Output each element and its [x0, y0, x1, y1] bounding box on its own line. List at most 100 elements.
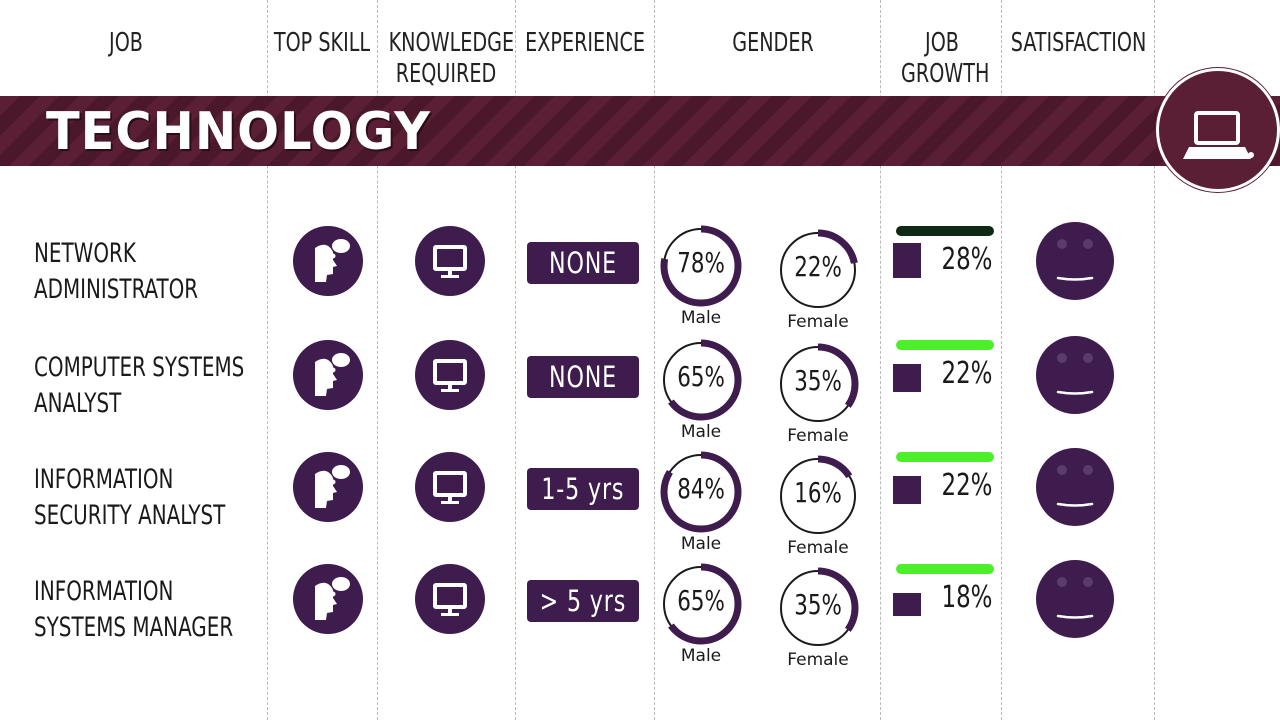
- knowledge-badge: [415, 226, 485, 296]
- male-share-value: 84%: [677, 472, 725, 505]
- job-name-line1: INFORMATION: [34, 464, 174, 495]
- top-skill-badge: [293, 564, 363, 634]
- experience-badge: > 5 yrs: [527, 580, 639, 622]
- job-name-line2: ADMINISTRATOR: [34, 274, 199, 305]
- growth-indicator-bar: [896, 226, 994, 236]
- male-share-value: 65%: [677, 584, 725, 617]
- male-share-value: 78%: [677, 246, 725, 279]
- growth-level-bar: [893, 243, 921, 278]
- experience-badge: NONE: [527, 242, 639, 284]
- male-share-ring-arc: [660, 339, 742, 421]
- experience-value: NONE: [548, 360, 618, 394]
- knowledge-badge: [415, 340, 485, 410]
- experience-badge: 1-5 yrs: [527, 468, 639, 510]
- male-label: Male: [680, 534, 722, 554]
- neutral-face-icon: [1056, 239, 1094, 281]
- female-share-ring: [777, 567, 859, 649]
- computer-monitor-icon: [433, 245, 467, 278]
- growth-level-bar: [893, 364, 921, 392]
- female-label: Female: [787, 650, 849, 670]
- computer-monitor-icon: [433, 471, 467, 504]
- header-growth-line2: GROWTH: [901, 59, 990, 89]
- male-label: Male: [680, 308, 722, 328]
- male-share-ring: [660, 451, 742, 533]
- male-share-ring: [660, 563, 742, 645]
- growth-value: 22%: [941, 468, 993, 503]
- male-label: Male: [680, 422, 722, 442]
- female-label: Female: [787, 426, 849, 446]
- column-divider: [880, 0, 881, 720]
- category-icon-badge: [1156, 68, 1280, 192]
- column-divider: [654, 0, 655, 720]
- male-share-ring-arc: [660, 563, 742, 645]
- computer-monitor-icon: [433, 583, 467, 616]
- thinking-head-icon: [315, 353, 350, 396]
- column-divider: [515, 0, 516, 720]
- growth-indicator-bar: [896, 564, 994, 574]
- thinking-head-icon: [315, 465, 350, 508]
- header-growth-line1: JOB: [925, 28, 959, 58]
- category-title: TECHNOLOGY: [46, 102, 431, 162]
- top-skill-badge: [293, 340, 363, 410]
- top-skill-badge: [293, 452, 363, 522]
- satisfaction-badge: [1036, 222, 1114, 300]
- female-share-value: 35%: [794, 588, 842, 621]
- female-share-value: 35%: [794, 364, 842, 397]
- header-job: JOB: [109, 28, 143, 58]
- female-share-ring: [777, 229, 859, 311]
- experience-badge: NONE: [527, 356, 639, 398]
- male-share-value: 65%: [677, 360, 725, 393]
- column-divider: [377, 0, 378, 720]
- top-skill-badge: [293, 226, 363, 296]
- growth-level-bar: [893, 593, 921, 616]
- job-name-line2: ANALYST: [34, 388, 122, 419]
- laptop-icon: [1183, 111, 1254, 159]
- header-satisfaction: SATISFACTION: [1010, 28, 1147, 58]
- female-share-value: 22%: [794, 250, 842, 283]
- category-banner: [0, 96, 1280, 166]
- header-knowledge-line2: REQUIRED: [395, 59, 497, 89]
- female-label: Female: [787, 538, 849, 558]
- neutral-face-icon: [1056, 577, 1094, 619]
- column-divider: [267, 0, 268, 720]
- thinking-head-icon: [315, 577, 350, 620]
- job-name-line1: COMPUTER SYSTEMS: [34, 352, 245, 383]
- job-name-line1: NETWORK: [34, 238, 136, 269]
- job-name-line2: SECURITY ANALYST: [34, 500, 226, 531]
- female-share-ring: [777, 455, 859, 537]
- female-share-value: 16%: [794, 476, 842, 509]
- computer-monitor-icon: [433, 359, 467, 392]
- growth-indicator-bar: [896, 340, 994, 350]
- job-name-line2: SYSTEMS MANAGER: [34, 612, 234, 643]
- female-share-ring-arc: [777, 343, 859, 425]
- header-top-skill: TOP SKILL: [273, 28, 371, 58]
- female-share-ring-arc: [777, 567, 859, 649]
- thinking-head-icon: [315, 239, 350, 282]
- experience-value: 1-5 yrs: [541, 472, 625, 506]
- column-divider: [1154, 0, 1155, 720]
- experience-value: NONE: [548, 246, 618, 280]
- knowledge-badge: [415, 564, 485, 634]
- header-gender: GENDER: [732, 28, 814, 58]
- knowledge-badge: [415, 452, 485, 522]
- satisfaction-badge: [1036, 448, 1114, 526]
- female-share-ring-arc: [777, 229, 859, 311]
- female-label: Female: [787, 312, 849, 332]
- male-share-ring: [660, 339, 742, 421]
- male-label: Male: [680, 646, 722, 666]
- male-share-ring-arc: [660, 451, 742, 533]
- header-experience: EXPERIENCE: [525, 28, 646, 58]
- growth-value: 22%: [941, 356, 993, 391]
- neutral-face-icon: [1056, 465, 1094, 507]
- experience-value: > 5 yrs: [539, 584, 627, 618]
- growth-indicator-bar: [896, 452, 994, 462]
- growth-value: 28%: [941, 242, 993, 277]
- growth-value: 18%: [941, 580, 993, 615]
- female-share-ring: [777, 343, 859, 425]
- growth-level-bar: [893, 476, 921, 504]
- male-share-ring: [660, 225, 742, 307]
- female-share-ring-arc: [777, 455, 859, 537]
- job-name-line1: INFORMATION: [34, 576, 174, 607]
- satisfaction-badge: [1036, 336, 1114, 414]
- column-divider: [1001, 0, 1002, 720]
